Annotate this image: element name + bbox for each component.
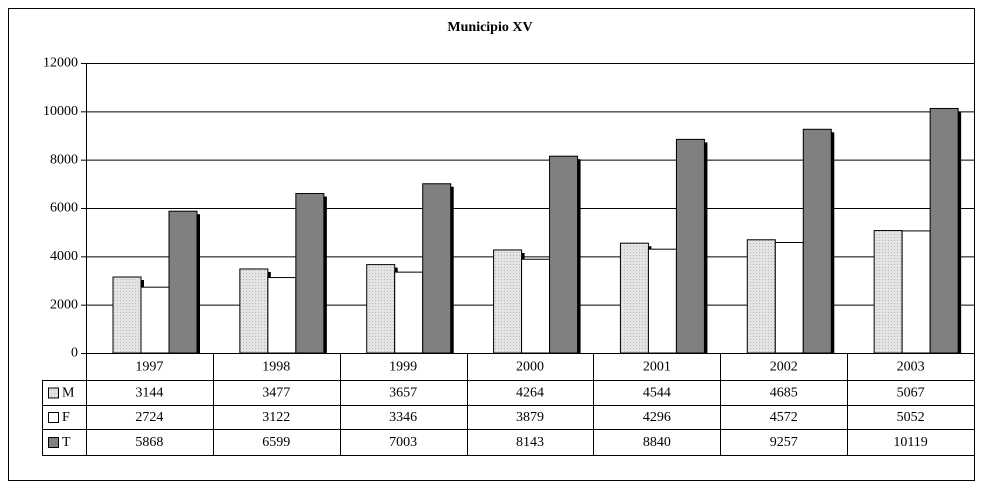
bar <box>422 183 452 354</box>
table-value: 9257 <box>770 435 798 450</box>
chart-title: Municipio XV <box>447 20 532 35</box>
bar <box>647 248 677 354</box>
table-value: 10119 <box>893 435 927 450</box>
legend-label: T <box>62 435 71 450</box>
bar <box>774 242 804 354</box>
y-tick-label: 8000 <box>50 152 78 167</box>
bar <box>295 193 325 354</box>
y-tick-label: 12000 <box>43 56 78 71</box>
table-value: 6599 <box>262 435 290 450</box>
legend-label: M <box>62 386 75 401</box>
x-tick-label: 1998 <box>262 360 290 375</box>
table-value: 3477 <box>262 386 290 401</box>
bar <box>929 107 959 354</box>
y-tick-label: 2000 <box>50 297 78 312</box>
y-tick-label: 6000 <box>50 201 78 216</box>
table-value: 4296 <box>643 410 671 425</box>
table-value: 5868 <box>135 435 163 450</box>
table-value: 8143 <box>516 435 544 450</box>
legend-key <box>48 437 59 448</box>
table-value: 4572 <box>770 410 798 425</box>
x-tick-label: 2001 <box>643 360 671 375</box>
table-value: 5052 <box>897 410 925 425</box>
table-value: 4264 <box>516 386 544 401</box>
x-tick-label: 1999 <box>389 360 417 375</box>
table-value: 3144 <box>135 386 163 401</box>
x-tick-label: 2002 <box>770 360 798 375</box>
table-value: 3657 <box>389 386 417 401</box>
bar <box>675 138 705 354</box>
table-value: 3346 <box>389 410 417 425</box>
bar <box>873 230 903 354</box>
bar <box>901 230 931 354</box>
legend-key <box>48 387 59 399</box>
x-tick-label: 2003 <box>897 360 925 375</box>
y-tick-label: 0 <box>71 346 78 361</box>
table-value: 4544 <box>643 386 671 401</box>
bar <box>366 264 396 354</box>
table-value: 3122 <box>262 410 290 425</box>
table-value: 3879 <box>516 410 544 425</box>
bar <box>619 242 649 354</box>
bar <box>140 286 170 354</box>
bar <box>168 210 198 354</box>
bar <box>746 239 776 354</box>
bar <box>521 258 551 354</box>
bar <box>267 277 297 354</box>
x-tick-label: 1997 <box>135 360 163 375</box>
bar <box>112 276 142 354</box>
x-tick-label: 2000 <box>516 360 544 375</box>
y-tick-label: 10000 <box>43 104 78 119</box>
bar <box>549 155 579 354</box>
table-value: 5067 <box>897 386 925 401</box>
y-tick-label: 4000 <box>50 249 78 264</box>
bar <box>493 249 523 354</box>
table-value: 8840 <box>643 435 671 450</box>
table-value: 4685 <box>770 386 798 401</box>
bar <box>239 268 269 354</box>
bar <box>802 128 832 354</box>
table-value: 2724 <box>135 410 163 425</box>
legend-label: F <box>62 410 70 425</box>
legend-key <box>48 412 59 423</box>
table-value: 7003 <box>389 435 417 450</box>
bar <box>394 271 424 354</box>
